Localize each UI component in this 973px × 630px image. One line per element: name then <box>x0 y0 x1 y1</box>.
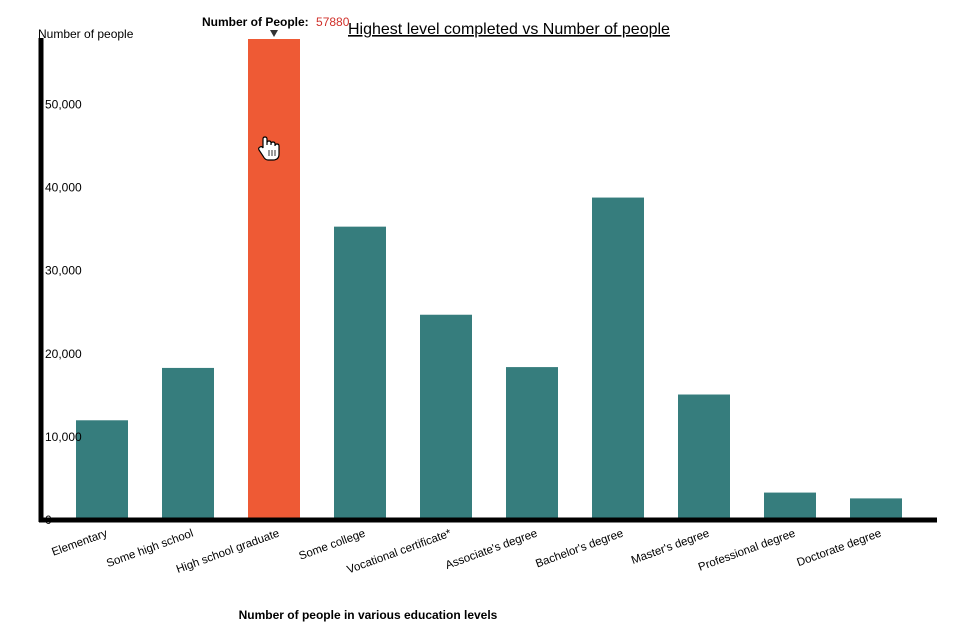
x-tick-label: Some college <box>297 528 367 563</box>
x-tick-label: Bachelor's degree <box>534 528 625 571</box>
chart-title: Highest level completed vs Number of peo… <box>348 21 670 38</box>
tooltip-value: 57880 <box>316 15 350 29</box>
bar-bachelor-s-degree[interactable] <box>592 197 644 520</box>
hand-cursor-icon <box>258 136 280 161</box>
tooltip-arrow-icon <box>270 30 278 37</box>
svg-text:Number of People: 57880: Number of People: 57880 <box>202 15 350 29</box>
bar-some-high-school[interactable] <box>162 367 214 520</box>
bar-doctorate-degree[interactable] <box>850 498 902 520</box>
bar-vocational-certificate[interactable] <box>420 314 472 520</box>
x-tick-label: Doctorate degree <box>795 528 883 570</box>
bar-some-college[interactable] <box>334 226 386 520</box>
bar-high-school-graduate[interactable] <box>248 39 300 520</box>
y-tick-label: 30,000 <box>45 264 82 278</box>
tooltip-label: Number of People: <box>202 15 309 29</box>
x-tick-label: Elementary <box>50 527 109 558</box>
y-tick-label: 50,000 <box>45 97 82 111</box>
y-ticks-group: 0 10,000 20,000 30,000 40,000 50,000 <box>45 97 82 527</box>
x-tick-label: Professional degree <box>697 528 797 574</box>
bar-associate-s-degree[interactable] <box>506 367 558 520</box>
bar-elementary[interactable] <box>76 420 128 520</box>
y-axis-title: Number of people <box>38 27 134 41</box>
y-tick-label: 20,000 <box>45 347 82 361</box>
y-tick-label: 40,000 <box>45 181 82 195</box>
x-axis-title: Number of people in various education le… <box>239 608 498 622</box>
tooltip: Number of People: 57880 <box>202 15 350 37</box>
bar-master-s-degree[interactable] <box>678 394 730 520</box>
y-tick-label: 0 <box>45 513 52 527</box>
y-tick-label: 10,000 <box>45 430 82 444</box>
bars-group <box>76 39 902 520</box>
x-tick-label: Associate's degree <box>444 528 539 572</box>
bar-professional-degree[interactable] <box>764 492 816 520</box>
